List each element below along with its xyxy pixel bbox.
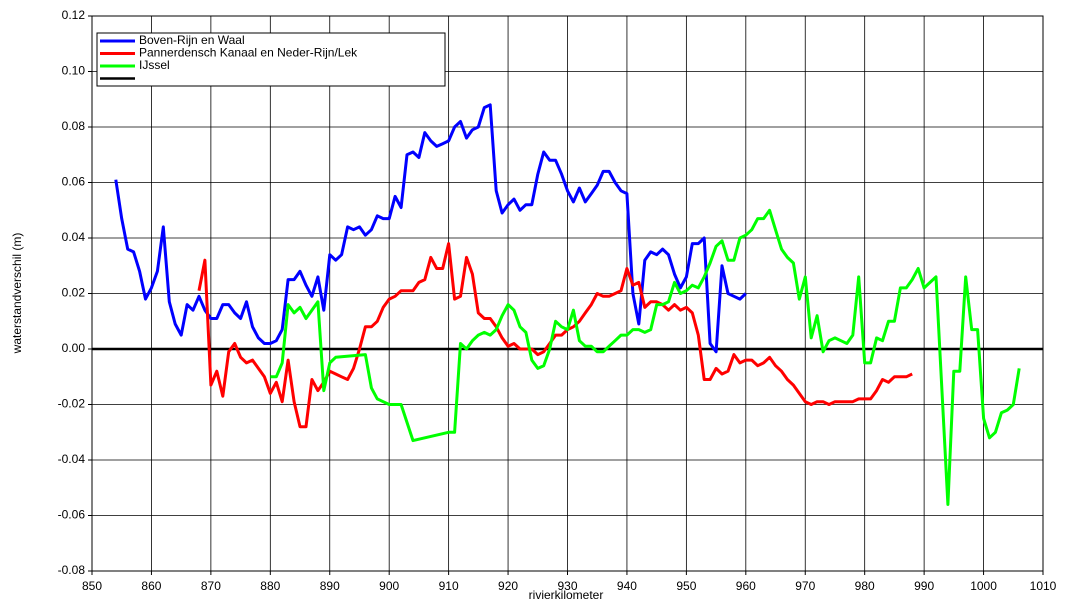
x-tick-label: 1000 <box>970 579 997 593</box>
y-tick-label: 0.08 <box>62 119 86 133</box>
x-tick-label: 970 <box>795 579 815 593</box>
legend-label: IJssel <box>139 58 170 72</box>
x-tick-label: 1010 <box>1030 579 1057 593</box>
x-tick-label: 920 <box>498 579 518 593</box>
y-tick-label: 0.10 <box>62 64 86 78</box>
x-tick-label: 910 <box>439 579 459 593</box>
x-tick-label: 950 <box>676 579 696 593</box>
y-tick-label: -0.06 <box>58 508 86 522</box>
y-axis-label: waterstandverschil (m) <box>10 233 24 355</box>
x-tick-label: 870 <box>201 579 221 593</box>
x-tick-label: 880 <box>260 579 280 593</box>
legend-label: Pannerdensch Kanaal en Neder-Rijn/Lek <box>139 46 358 60</box>
y-tick-label: -0.08 <box>58 563 86 577</box>
x-tick-label: 890 <box>320 579 340 593</box>
x-tick-label: 990 <box>914 579 934 593</box>
x-tick-label: 900 <box>379 579 399 593</box>
x-tick-label: 980 <box>855 579 875 593</box>
y-tick-label: 0.12 <box>62 8 86 22</box>
y-tick-label: 0.06 <box>62 175 86 189</box>
y-tick-label: -0.04 <box>58 452 86 466</box>
x-tick-label: 850 <box>82 579 102 593</box>
data-line <box>270 208 1021 506</box>
y-tick-label: 0.04 <box>62 230 86 244</box>
x-tick-label: 860 <box>141 579 161 593</box>
data-line <box>114 103 747 354</box>
y-tick-label: 0.02 <box>62 286 86 300</box>
legend-label: Boven-Rijn en Waal <box>139 33 245 47</box>
x-tick-label: 940 <box>617 579 637 593</box>
x-axis-label: rivierkilometer <box>529 588 604 602</box>
data-line <box>197 242 913 429</box>
legend-box <box>96 32 446 87</box>
y-tick-label: 0.00 <box>62 341 86 355</box>
x-tick-label: 960 <box>736 579 756 593</box>
y-tick-label: -0.02 <box>58 397 86 411</box>
x-tick-label: 930 <box>557 579 577 593</box>
